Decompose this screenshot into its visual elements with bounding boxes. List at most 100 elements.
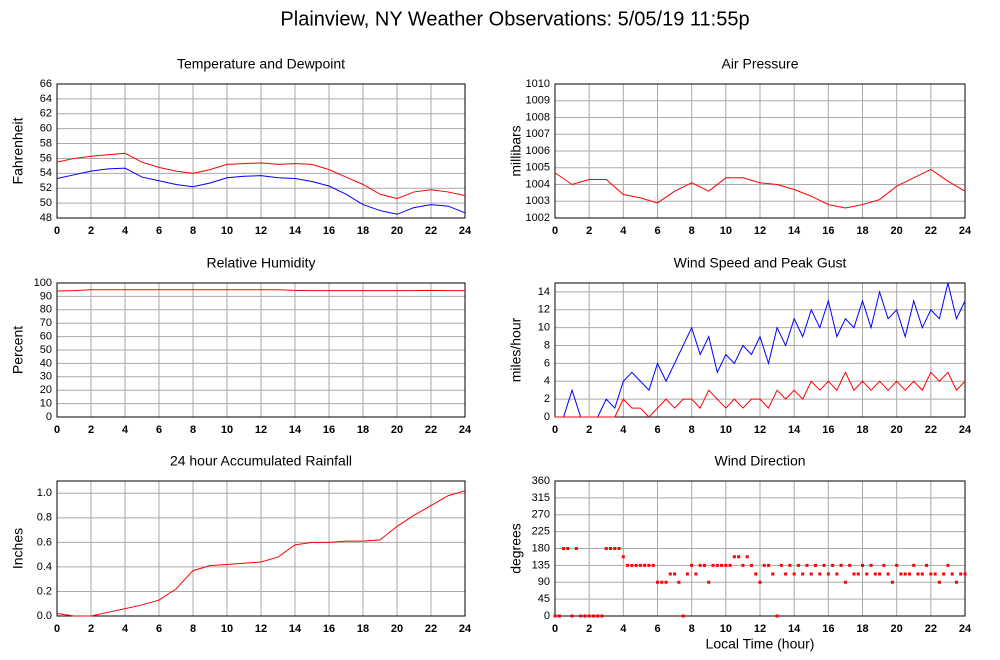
plot-frame bbox=[554, 282, 966, 418]
x-tick-label: 12 bbox=[255, 225, 267, 237]
data-point bbox=[954, 580, 958, 584]
x-tick-label: 6 bbox=[156, 225, 162, 237]
x-tick-label: 12 bbox=[754, 623, 766, 635]
x-tick-label: 2 bbox=[586, 225, 592, 237]
y-tick-label: 6 bbox=[544, 357, 550, 369]
data-point bbox=[878, 572, 882, 576]
y-tick-label: 60 bbox=[40, 331, 52, 343]
data-point bbox=[758, 580, 762, 584]
data-point bbox=[656, 580, 659, 584]
y-tick-label: 10 bbox=[40, 398, 52, 410]
x-tick-label: 6 bbox=[156, 623, 162, 635]
y-tick-label: 52 bbox=[40, 182, 52, 194]
data-point bbox=[673, 572, 677, 576]
data-point bbox=[553, 614, 557, 618]
y-tick-label: 45 bbox=[538, 593, 550, 605]
x-tick-label: 16 bbox=[323, 225, 335, 237]
data-point bbox=[591, 614, 595, 618]
x-tick-label: 0 bbox=[552, 424, 558, 436]
x-tick-label: 20 bbox=[391, 623, 403, 635]
x-tick-label: 18 bbox=[357, 424, 369, 436]
data-point bbox=[609, 547, 613, 550]
data-point bbox=[651, 563, 655, 567]
data-point bbox=[929, 572, 933, 576]
x-tick-label: 24 bbox=[959, 225, 972, 237]
data-point bbox=[925, 563, 929, 567]
data-line bbox=[554, 168, 966, 209]
data-point bbox=[933, 572, 937, 576]
data-point bbox=[916, 572, 920, 576]
y-tick-label: 30 bbox=[40, 371, 52, 383]
y-tick-label: 40 bbox=[40, 357, 52, 369]
x-tick-label: 22 bbox=[425, 623, 437, 635]
data-point bbox=[848, 563, 852, 567]
x-tick-label: 2 bbox=[88, 225, 94, 237]
y-tick-label: 180 bbox=[532, 542, 550, 554]
x-tick-label: 6 bbox=[654, 623, 660, 635]
data-point bbox=[890, 580, 894, 584]
data-point bbox=[886, 572, 890, 576]
data-point bbox=[596, 614, 600, 618]
data-line bbox=[56, 289, 465, 292]
y-tick-label: 48 bbox=[40, 212, 52, 224]
y-axis-label: degrees bbox=[508, 523, 524, 574]
y-tick-label: 1.0 bbox=[37, 487, 52, 499]
x-tick-label: 2 bbox=[586, 623, 592, 635]
data-point bbox=[562, 547, 566, 550]
x-tick-label: 4 bbox=[620, 424, 627, 436]
x-tick-label: 22 bbox=[425, 225, 437, 237]
y-tick-label: 0.8 bbox=[37, 512, 52, 524]
data-point bbox=[728, 563, 732, 567]
y-tick-label: 56 bbox=[40, 152, 52, 164]
x-tick-label: 14 bbox=[788, 424, 801, 436]
x-tick-label: 8 bbox=[689, 623, 695, 635]
data-point bbox=[937, 580, 941, 584]
data-point bbox=[822, 563, 826, 567]
x-axis-label: Local Time (hour) bbox=[706, 636, 815, 652]
data-point bbox=[711, 563, 715, 567]
y-tick-label: 0 bbox=[46, 411, 52, 423]
data-point bbox=[737, 555, 741, 559]
data-point bbox=[826, 572, 830, 576]
plot-frame bbox=[554, 83, 966, 219]
x-tick-label: 12 bbox=[754, 225, 766, 237]
data-point bbox=[801, 572, 805, 576]
y-tick-label: 0.2 bbox=[37, 585, 52, 597]
x-tick-label: 18 bbox=[856, 424, 868, 436]
data-point bbox=[882, 563, 886, 567]
data-point bbox=[621, 555, 625, 559]
x-tick-label: 24 bbox=[459, 623, 472, 635]
data-point bbox=[771, 572, 775, 576]
data-point bbox=[685, 572, 689, 576]
data-point bbox=[566, 547, 570, 550]
data-point bbox=[809, 572, 813, 576]
data-point bbox=[899, 572, 903, 576]
x-tick-label: 10 bbox=[221, 623, 233, 635]
x-tick-label: 8 bbox=[190, 225, 196, 237]
data-point bbox=[814, 563, 818, 567]
data-point bbox=[702, 563, 706, 567]
data-point bbox=[715, 563, 719, 567]
x-tick-label: 18 bbox=[357, 623, 369, 635]
y-axis-label: millibars bbox=[508, 125, 524, 176]
data-point bbox=[604, 547, 608, 550]
data-point bbox=[647, 563, 651, 567]
x-tick-label: 8 bbox=[689, 225, 695, 237]
x-tick-label: 6 bbox=[654, 424, 660, 436]
data-point bbox=[570, 614, 574, 618]
data-point bbox=[873, 572, 877, 576]
data-line bbox=[555, 282, 966, 418]
data-point bbox=[869, 563, 873, 567]
data-point bbox=[660, 580, 664, 584]
x-tick-label: 18 bbox=[357, 225, 369, 237]
x-tick-label: 20 bbox=[891, 424, 903, 436]
data-point bbox=[852, 572, 856, 576]
x-tick-label: 6 bbox=[156, 424, 162, 436]
data-point bbox=[805, 563, 809, 567]
data-point bbox=[698, 563, 702, 567]
y-tick-label: 1007 bbox=[526, 128, 550, 140]
data-point bbox=[895, 563, 899, 567]
y-tick-label: 20 bbox=[40, 384, 52, 396]
y-tick-label: 1004 bbox=[526, 178, 550, 190]
y-tick-label: 90 bbox=[40, 290, 52, 302]
